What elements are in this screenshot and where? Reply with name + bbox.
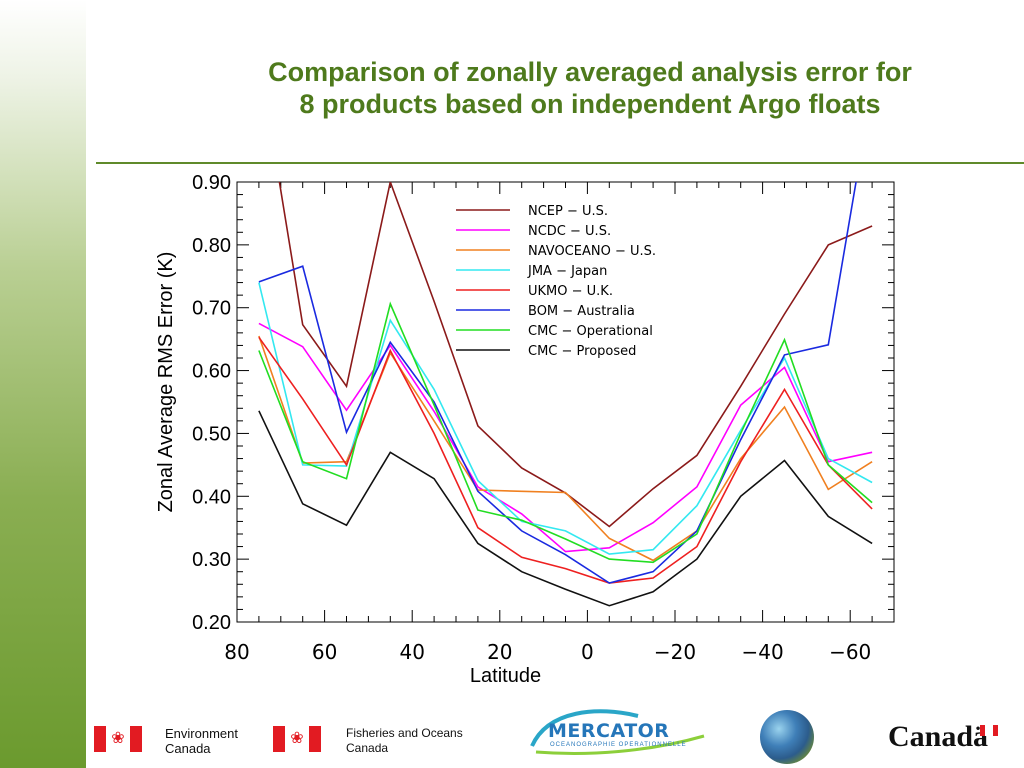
legend-label-1: NCEP − U.S. <box>528 204 608 219</box>
y-tick-label: 0.80 <box>192 235 231 257</box>
y-axis-title: Zonal Average RMS Error (K) <box>155 252 177 513</box>
environment-canada-flag-icon: ❀ <box>94 726 142 752</box>
env-line-1: Environment <box>165 726 238 741</box>
legend-label-6: BOM − Australia <box>528 304 635 319</box>
series-line-8 <box>258 410 873 607</box>
slide-title: Comparison of zonally averaged analysis … <box>150 56 1024 120</box>
dfo-line-2: Canada <box>346 741 389 755</box>
rms-error-line-chart: 0.20 0.30 0.40 0.50 0.60 0.70 0.80 0.90 80 60 40 20… <box>155 172 895 687</box>
mercator-subtitle: OCEANOGRAPHIE OPERATIONNELLE <box>550 742 687 748</box>
mercator-logo: MERCATOR OCEANOGRAPHIE OPERATIONNELLE <box>528 706 708 758</box>
series-line-5 <box>258 336 873 584</box>
x-axis-title: Latitude <box>470 665 541 687</box>
x-tick-label: 60 <box>312 640 337 664</box>
mercator-swoosh-icon <box>530 709 705 755</box>
globe-icon <box>760 710 814 764</box>
y-tick-label: 0.20 <box>192 612 231 634</box>
x-tick-label: 20 <box>487 640 512 664</box>
canada-wordmark: Canadä <box>888 720 989 753</box>
x-tick-label: 40 <box>399 640 424 664</box>
legend-label-8: CMC − Proposed <box>528 344 636 359</box>
title-divider <box>96 162 1024 164</box>
series-line-7 <box>258 301 873 564</box>
legend-label-7: CMC − Operational <box>528 324 653 339</box>
series-line-2 <box>258 322 873 553</box>
legend-label-3: NAVOCEANO − U.S. <box>528 244 656 259</box>
x-tick-label: 80 <box>224 640 249 664</box>
series-line-6 <box>258 182 857 584</box>
mercator-name: MERCATOR <box>548 720 670 742</box>
side-gradient-band <box>0 0 86 768</box>
fisheries-oceans-label: Fisheries and Oceans Canada <box>346 726 463 756</box>
slide-title-line-2: 8 products based on independent Argo flo… <box>299 89 881 119</box>
x-tick-label: −40 <box>741 640 783 664</box>
fisheries-oceans-flag-icon: ❀ <box>273 726 321 752</box>
series-group <box>258 182 873 607</box>
y-tick-label: 0.40 <box>192 486 231 508</box>
y-tick-label: 0.70 <box>192 298 231 320</box>
y-tick-label: 0.60 <box>192 361 231 383</box>
slide-title-line-1: Comparison of zonally averaged analysis … <box>268 57 912 87</box>
y-tick-label: 0.90 <box>192 172 231 194</box>
x-tick-label: 0 <box>581 640 594 664</box>
dfo-line-1: Fisheries and Oceans <box>346 726 463 740</box>
environment-canada-label: Environment Canada <box>165 726 238 756</box>
x-tick-label: −20 <box>654 640 696 664</box>
y-tick-label: 0.30 <box>192 549 231 571</box>
env-line-2: Canada <box>165 741 211 756</box>
legend-label-2: NCDC − U.S. <box>528 224 611 239</box>
legend-label-4: JMA − Japan <box>527 264 607 279</box>
canada-wordmark-flag-icon <box>980 725 998 736</box>
legend-label-5: UKMO − U.K. <box>528 284 613 299</box>
y-tick-label: 0.50 <box>192 423 231 445</box>
x-tick-label: −60 <box>829 640 871 664</box>
